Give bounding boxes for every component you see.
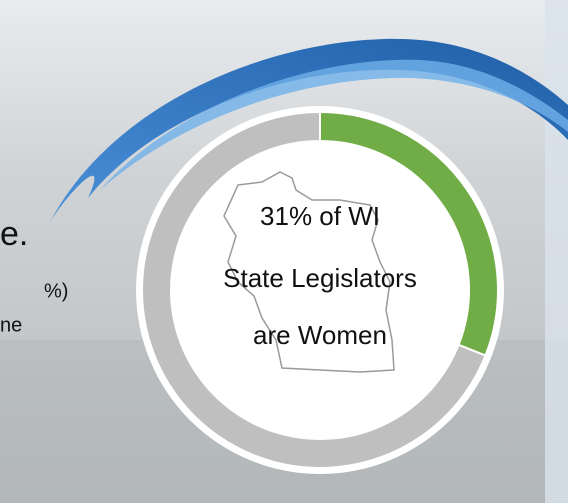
center-text: are Women (253, 320, 387, 350)
center-text: 31% of WI (260, 201, 380, 231)
center-text: State Legislators (223, 263, 417, 293)
background-edge (545, 0, 568, 503)
page: e. %) ne 31% of WI State Legislators are… (0, 0, 568, 503)
background-text: %) (44, 280, 68, 302)
background-text: ne (0, 314, 22, 336)
background-text: e. (0, 215, 28, 253)
